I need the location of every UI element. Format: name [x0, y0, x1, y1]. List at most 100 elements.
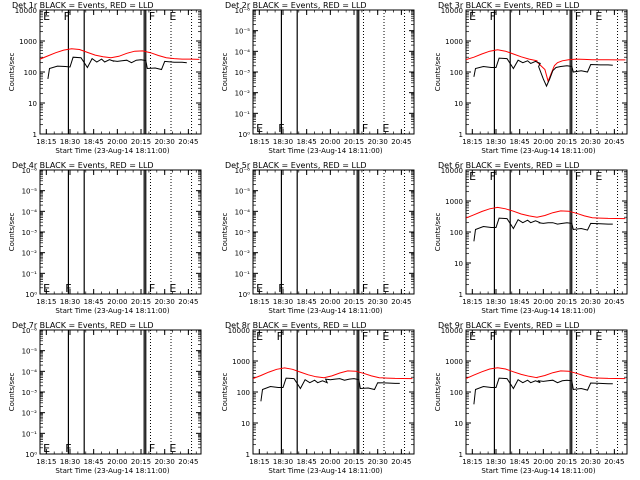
marker-e: E: [256, 282, 263, 295]
marker-f: F: [64, 10, 70, 23]
y-tick-label: 10⁻⁵: [22, 348, 38, 356]
marker-e: E: [469, 170, 476, 183]
marker-f: F: [490, 330, 496, 343]
marker-e: E: [382, 122, 389, 135]
y-tick-label: 10: [454, 100, 463, 108]
marker-e: E: [595, 10, 602, 23]
panel-title: Det 5r BLACK = Events, RED = LLD: [225, 161, 367, 170]
x-tick-label: 18:45: [297, 138, 317, 146]
marker-f: F: [149, 442, 155, 455]
marker-f: F: [362, 282, 368, 295]
x-tick-label: 20:30: [155, 298, 175, 306]
x-axis-label: Start Time (23-Aug-14 18:11:00): [55, 307, 169, 315]
x-tick-label: 18:15: [249, 458, 269, 466]
panel-title: Det 6r BLACK = Events, RED = LLD: [438, 161, 580, 170]
x-tick-label: 20:15: [344, 458, 364, 466]
x-tick-label: 18:45: [510, 298, 530, 306]
marker-e: E: [382, 330, 389, 343]
y-tick-label: 10⁰: [25, 291, 37, 299]
marker-f: F: [490, 10, 496, 23]
x-tick-label: 20:45: [604, 458, 624, 466]
marker-f: F: [278, 122, 284, 135]
x-tick-label: 18:30: [486, 458, 506, 466]
y-tick-label: 10⁻⁴: [22, 208, 38, 216]
y-tick-label: 10⁻⁶: [235, 7, 251, 15]
x-tick-label: 18:15: [36, 298, 56, 306]
x-tick-label: 18:30: [486, 138, 506, 146]
x-tick-label: 20:00: [107, 298, 127, 306]
plot-frame: [465, 169, 628, 295]
x-tick-label: 20:15: [131, 298, 151, 306]
x-tick-label: 20:15: [557, 298, 577, 306]
x-tick-label: 18:45: [297, 298, 317, 306]
marker-e: E: [169, 282, 176, 295]
series-black: [260, 377, 400, 402]
series-black: [473, 57, 613, 88]
y-tick-label: 10: [454, 420, 463, 428]
panel-title: Det 7r BLACK = Events, RED = LLD: [12, 321, 154, 330]
x-tick-label: 20:00: [533, 458, 553, 466]
x-tick-label: 20:30: [368, 298, 388, 306]
panel-title: Det 2r BLACK = Events, RED = LLD: [225, 1, 367, 10]
x-axis-label: Start Time (23-Aug-14 18:11:00): [268, 467, 382, 475]
series-black: [473, 217, 613, 242]
y-tick-label: 10⁰: [238, 131, 250, 139]
x-tick-label: 20:30: [368, 138, 388, 146]
x-tick-label: 20:45: [391, 138, 411, 146]
marker-f: F: [65, 442, 71, 455]
y-tick-label: 10⁻¹: [235, 110, 251, 118]
panel-det-1: Det 1r BLACK = Events, RED = LLD 1 10 100 10…: [8, 1, 202, 155]
y-tick-label: 10000: [15, 7, 37, 15]
x-tick-label: 20:00: [533, 138, 553, 146]
y-tick-label: 10⁻⁵: [235, 28, 251, 36]
y-tick-label: 10000: [441, 327, 463, 335]
y-tick-label: 10⁻⁴: [22, 368, 38, 376]
x-axis-label: Start Time (23-Aug-14 18:11:00): [268, 147, 382, 155]
plot-frame: [39, 9, 202, 135]
x-axis-label: Start Time (23-Aug-14 18:11:00): [481, 467, 595, 475]
x-tick-label: 20:00: [320, 458, 340, 466]
series-black: [473, 377, 613, 405]
x-axis-label: Start Time (23-Aug-14 18:11:00): [481, 307, 595, 315]
x-tick-label: 20:45: [604, 298, 624, 306]
plot-frame: [465, 9, 628, 135]
y-axis-label: Counts/sec: [434, 373, 442, 412]
y-tick-label: 10⁻²: [22, 410, 38, 418]
y-tick-label: 10⁻⁵: [235, 188, 251, 196]
x-tick-label: 18:30: [273, 138, 293, 146]
y-tick-label: 10⁻³: [22, 229, 38, 237]
marker-f: F: [278, 282, 284, 295]
y-tick-label: 100: [237, 389, 250, 397]
marker-e: E: [43, 442, 50, 455]
y-axis-label: Counts/sec: [221, 213, 229, 252]
x-tick-label: 20:15: [344, 298, 364, 306]
panel-det-4: Det 4r BLACK = Events, RED = LLD 10⁰ 10⁻¹ 1…: [8, 161, 202, 315]
y-axis-label: Counts/sec: [8, 213, 16, 252]
y-axis-label: Counts/sec: [434, 53, 442, 92]
panel-title: Det 3r BLACK = Events, RED = LLD: [438, 1, 580, 10]
x-tick-label: 20:45: [391, 458, 411, 466]
x-tick-label: 20:15: [557, 458, 577, 466]
series-red: [40, 48, 200, 60]
y-tick-label: 10⁻⁶: [22, 167, 38, 175]
plot-frame: [465, 329, 628, 455]
x-tick-label: 18:45: [510, 138, 530, 146]
x-tick-label: 20:30: [581, 298, 601, 306]
marker-f: F: [362, 330, 368, 343]
x-tick-label: 18:15: [249, 298, 269, 306]
marker-e: E: [382, 282, 389, 295]
y-tick-label: 1: [459, 131, 463, 139]
y-tick-label: 1: [246, 451, 250, 459]
x-axis-label: Start Time (23-Aug-14 18:11:00): [55, 467, 169, 475]
x-tick-label: 18:15: [462, 298, 482, 306]
panel-det-6: Det 6r BLACK = Events, RED = LLD 1 10 100 10…: [434, 161, 628, 315]
x-tick-label: 20:30: [368, 458, 388, 466]
x-tick-label: 18:45: [297, 458, 317, 466]
y-tick-label: 1000: [232, 358, 250, 366]
